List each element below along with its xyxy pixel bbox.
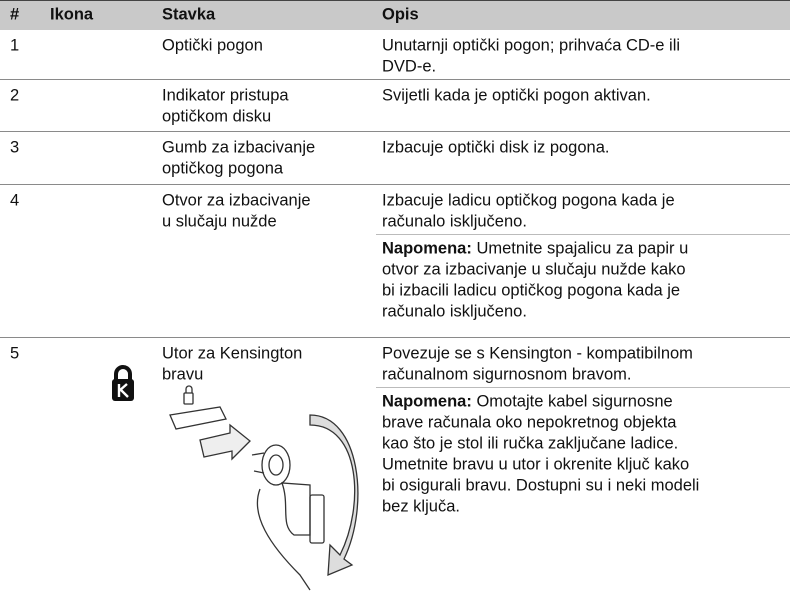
description-line: računalo isključeno. [382,212,527,233]
paragraph-separator [376,234,790,235]
description-line: Unutarnji optički pogon; prihvaća CD-e i… [382,36,680,57]
description-text: Omotajte kabel sigurnosne [476,392,673,411]
description-text: DVD-e. [382,57,437,76]
description-line: kao što je stol ili ručka zaključane lad… [382,434,678,455]
header-item: Stavka [162,5,216,24]
description-text: bi izbacili ladicu optičkog pogona kada … [382,281,681,300]
header-num: # [10,5,20,24]
description-line: Povezuje se s Kensington - kompatibilnom [382,344,693,365]
row-number: 3 [10,138,20,157]
description-line: računalnom sigurnosnom bravom. [382,365,631,386]
description-text: bi osigurali bravu. Dostupni su i neki m… [382,476,700,495]
description-line: Svijetli kada je optički pogon aktivan. [382,86,651,107]
item-text: Utor za Kensington [162,344,303,363]
description-text: kao što je stol ili ručka zaključane lad… [382,434,679,453]
description-text: računalnom sigurnosnom bravom. [382,365,632,384]
description-text: Povezuje se s Kensington - kompatibilnom [382,344,693,363]
description-text: brave računala oko nepokretnog objekta [382,413,677,432]
description-line: bi osigurali bravu. Dostupni su i neki m… [382,476,699,497]
header-icon: Ikona [50,5,94,24]
description-line: Napomena: Omotajte kabel sigurnosne [382,392,673,413]
description-text: Izbacuje optički disk iz pogona. [382,138,610,157]
description-line: Napomena: Umetnite spajalicu za papir u [382,239,688,260]
description-text: Umetnite bravu u utor i okrenite ključ k… [382,455,690,474]
description-text: bez ključa. [382,497,460,516]
row-separator [0,184,790,185]
description-line: računalo isključeno. [382,302,527,323]
description-line: brave računala oko nepokretnog objekta [382,413,676,434]
description-line: otvor za izbacivanje u slučaju nužde kak… [382,260,686,281]
note-label: Napomena: [382,239,472,258]
description-line: Izbacuje optički disk iz pogona. [382,138,609,159]
item-text: optičkog pogona [162,159,284,178]
header-background [0,0,790,30]
description-text: računalo isključeno. [382,302,527,321]
item-text: Gumb za izbacivanje [162,138,316,157]
description-text: Unutarnji optički pogon; prihvaća CD-e i… [382,36,681,55]
item-text: optičkom disku [162,107,272,126]
description-text: računalo isključeno. [382,212,527,231]
description-line: bez ključa. [382,497,460,518]
paragraph-separator [376,387,790,388]
row-number: 2 [10,86,20,105]
row-separator [0,337,790,338]
description-text: Umetnite spajalicu za papir u [476,239,689,258]
kensington-illustration [169,385,359,591]
row-separator [0,79,790,80]
item-text: bravu [162,365,204,384]
note-label: Napomena: [382,392,472,411]
item-text: Optički pogon [162,36,263,55]
description-line: Umetnite bravu u utor i okrenite ključ k… [382,455,689,476]
item-text: Otvor za izbacivanje [162,191,311,210]
row-separator [0,131,790,132]
kensington-icon [112,365,134,401]
row-number: 4 [10,191,20,210]
description-line: bi izbacili ladicu optičkog pogona kada … [382,281,680,302]
row-number: 5 [10,344,20,363]
header-description: Opis [382,5,419,24]
description-text: Izbacuje ladicu optičkog pogona kada je [382,191,675,210]
item-text: Indikator pristupa [162,86,289,105]
description-text: Svijetli kada je optički pogon aktivan. [382,86,651,105]
description-line: Izbacuje ladicu optičkog pogona kada je [382,191,675,212]
item-text: u slučaju nužde [162,212,277,231]
row-number: 1 [10,36,20,55]
description-text: otvor za izbacivanje u slučaju nužde kak… [382,260,686,279]
top-border [0,0,790,1]
description-line: DVD-e. [382,57,436,78]
